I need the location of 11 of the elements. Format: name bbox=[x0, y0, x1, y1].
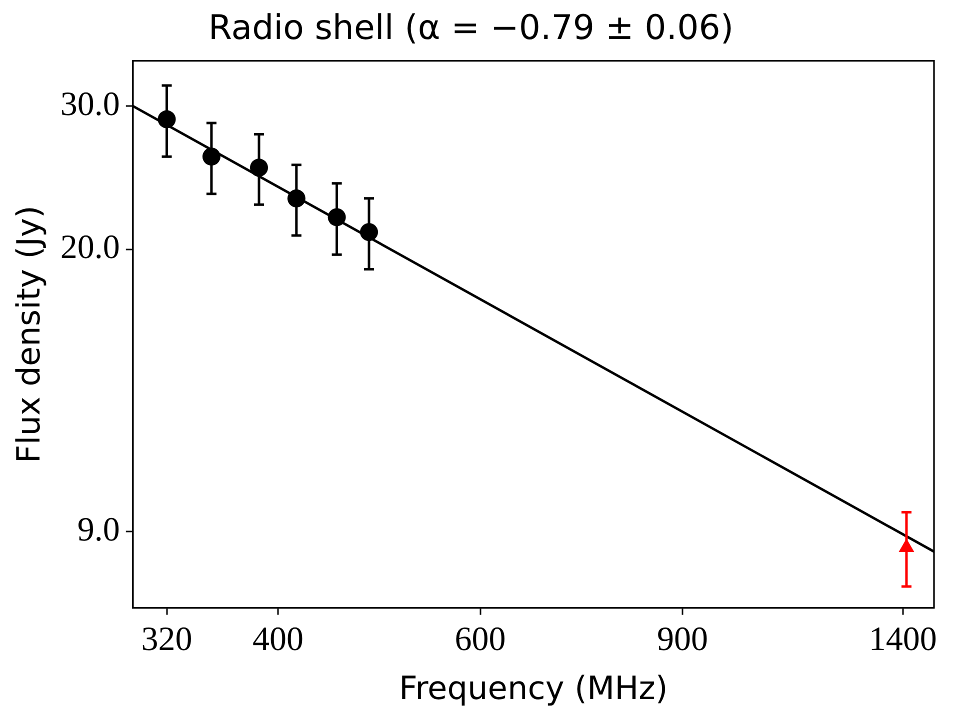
x-tick-label: 1400 bbox=[868, 621, 937, 658]
x-tick-label: 400 bbox=[252, 621, 304, 658]
y-tick-label: 9.0 bbox=[77, 511, 120, 548]
y-tick-label: 30.0 bbox=[60, 86, 120, 123]
x-tick-label: 900 bbox=[657, 621, 708, 658]
y-axis-title: Flux density (Jy) bbox=[10, 206, 48, 464]
x-tick-label: 320 bbox=[141, 621, 192, 658]
y-tick-label: 20.0 bbox=[60, 229, 120, 266]
x-axis-title: Frequency (MHz) bbox=[398, 669, 668, 708]
x-tick-label: 600 bbox=[454, 621, 506, 658]
chart-title: Radio shell (α = −0.79 ± 0.06) bbox=[208, 8, 734, 48]
